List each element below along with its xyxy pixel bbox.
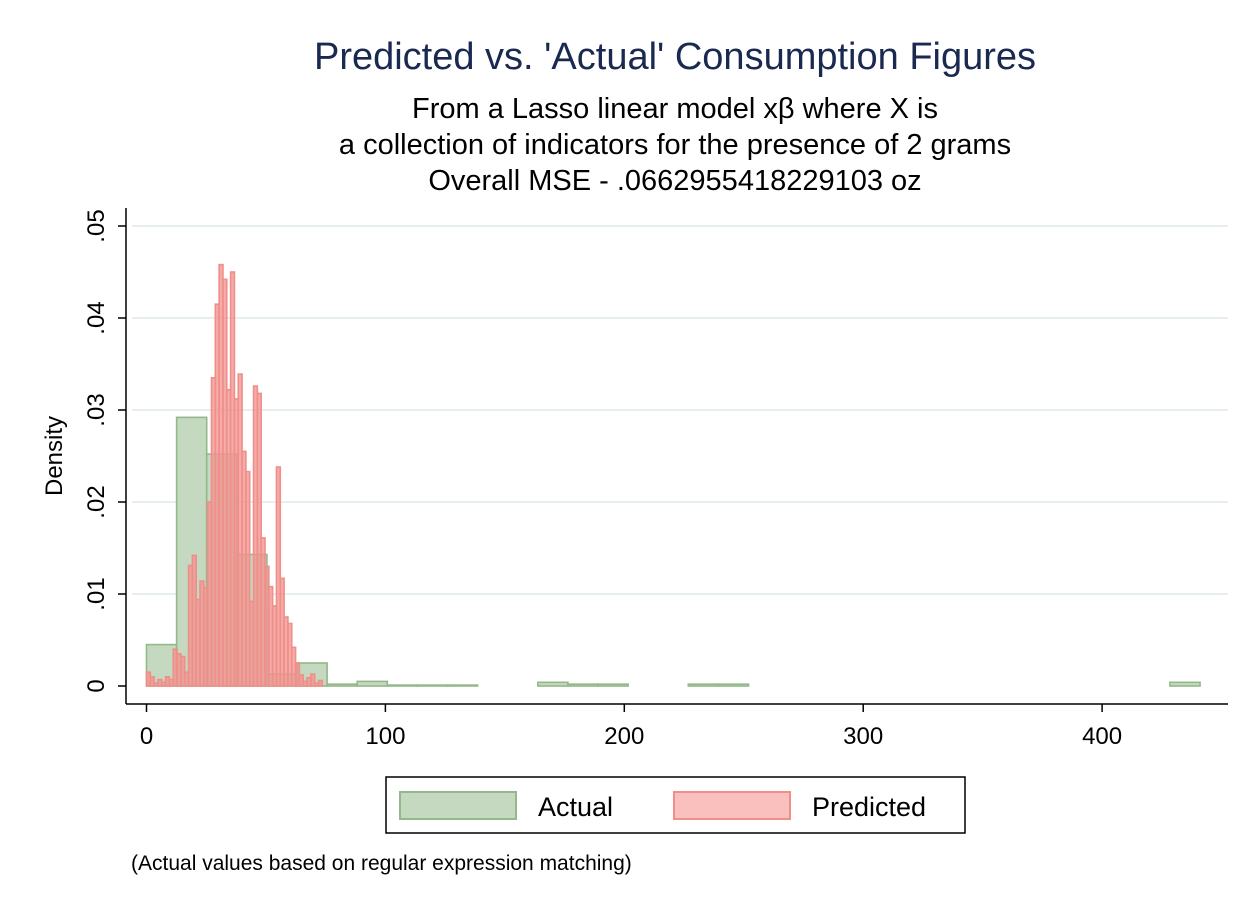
bar-actual-7 xyxy=(356,680,389,687)
bar-actual-13 xyxy=(537,681,569,687)
bar-predicted-45 xyxy=(317,679,324,687)
series-predicted-bars xyxy=(145,263,324,687)
x-tick-label-2: 200 xyxy=(604,723,644,750)
y-tick-label-1: .01 xyxy=(83,577,110,610)
bar-actual-9 xyxy=(416,684,449,687)
bar-actual-15 xyxy=(597,683,629,687)
chart-subtitle-line-3: Overall MSE - .0662955418229103 oz xyxy=(428,165,922,197)
bar-actual-18 xyxy=(687,683,720,687)
grid-lines xyxy=(132,225,1228,595)
legend-key-predicted xyxy=(673,791,791,820)
bar-actual-10 xyxy=(446,684,479,687)
bar-predicted-26 xyxy=(245,470,251,687)
bar-predicted-43 xyxy=(310,673,316,687)
x-tick-label-3: 300 xyxy=(843,723,883,750)
chart-subtitle-line-1: From a Lasso linear model xβ where X is xyxy=(412,93,938,125)
bar-predicted-40 xyxy=(298,674,305,687)
chart-note: (Actual values based on regular expressi… xyxy=(131,852,632,875)
legend-label-predicted: Predicted xyxy=(812,792,926,822)
chart-title: Predicted vs. 'Actual' Consumption Figur… xyxy=(313,36,1037,78)
axes: 0 .01 .02 .03 .04 .05 0 100 200 300 400 Density xyxy=(41,208,1228,750)
bar-actual-14 xyxy=(567,683,599,687)
chart-subtitle-line-2: a collection of indicators for the prese… xyxy=(338,129,1012,161)
y-tick-label-5: .05 xyxy=(83,209,110,242)
legend: Actual Predicted xyxy=(385,776,966,834)
bar-actual-19 xyxy=(717,683,750,687)
x-tick-label-0: 0 xyxy=(140,723,153,750)
y-tick-label-3: .03 xyxy=(83,393,110,426)
y-tick-label-2: .02 xyxy=(83,485,110,518)
y-tick-label-0: 0 xyxy=(83,679,110,692)
bar-actual-34 xyxy=(1169,681,1201,687)
bar-actual-6 xyxy=(326,683,359,687)
bar-predicted-1 xyxy=(149,675,155,687)
legend-label-actual: Actual xyxy=(538,792,613,822)
bar-predicted-34 xyxy=(275,466,282,687)
series-actual-bars xyxy=(145,416,1201,687)
x-tick-label-1: 100 xyxy=(365,723,405,750)
legend-key-actual xyxy=(399,791,517,820)
x-tick-label-4: 400 xyxy=(1082,723,1122,750)
bar-actual-8 xyxy=(386,684,419,687)
y-tick-label-4: .04 xyxy=(83,301,110,334)
y-axis-label: Density xyxy=(41,416,68,496)
bar-predicted-9 xyxy=(180,655,186,687)
